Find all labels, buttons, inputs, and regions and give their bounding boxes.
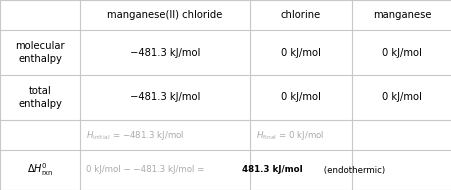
Text: $\Delta H^0_\mathrm{rxn}$: $\Delta H^0_\mathrm{rxn}$ — [27, 162, 53, 178]
Text: chlorine: chlorine — [280, 10, 320, 20]
Text: $H_\mathrm{initial}$ = −481.3 kJ/mol: $H_\mathrm{initial}$ = −481.3 kJ/mol — [86, 128, 184, 142]
Text: molecular
enthalpy: molecular enthalpy — [15, 41, 64, 64]
Text: 0 kJ/mol: 0 kJ/mol — [281, 93, 320, 102]
Text: 0 kJ/mol: 0 kJ/mol — [381, 48, 421, 58]
Text: −481.3 kJ/mol: −481.3 kJ/mol — [129, 48, 200, 58]
Text: 0 kJ/mol − −481.3 kJ/mol =: 0 kJ/mol − −481.3 kJ/mol = — [86, 165, 207, 174]
Text: manganese(II) chloride: manganese(II) chloride — [107, 10, 222, 20]
Text: 481.3 kJ/mol: 481.3 kJ/mol — [242, 165, 302, 174]
Text: total
enthalpy: total enthalpy — [18, 86, 62, 109]
Text: −481.3 kJ/mol: −481.3 kJ/mol — [129, 93, 200, 102]
Text: manganese: manganese — [372, 10, 430, 20]
Text: $H_\mathrm{final}$ = 0 kJ/mol: $H_\mathrm{final}$ = 0 kJ/mol — [255, 128, 324, 142]
Text: 0 kJ/mol: 0 kJ/mol — [381, 93, 421, 102]
Text: (endothermic): (endothermic) — [320, 165, 384, 174]
Text: 0 kJ/mol: 0 kJ/mol — [281, 48, 320, 58]
